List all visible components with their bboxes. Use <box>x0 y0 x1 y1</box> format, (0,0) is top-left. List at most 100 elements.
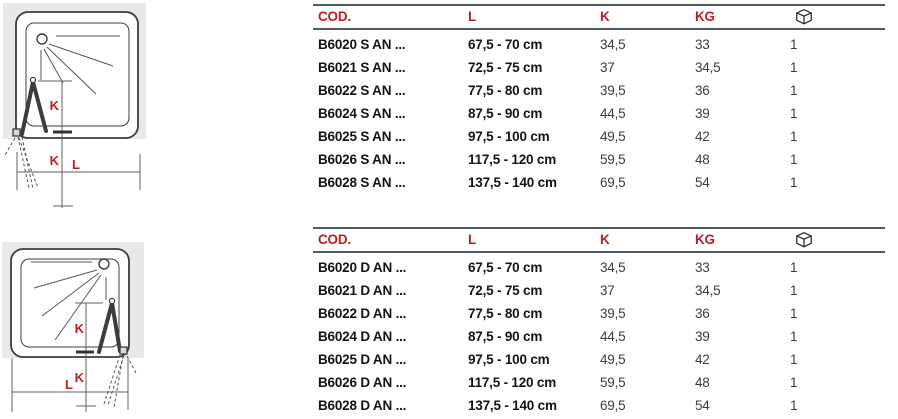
package-icon <box>796 232 812 248</box>
cell-l: 67,5 - 70 cm <box>468 37 543 52</box>
cell-cod: B6026 D AN ... <box>318 375 407 390</box>
table-row: B6020 S AN ... 67,5 - 70 cm 34,5 33 1 <box>313 33 885 56</box>
cell-qty: 1 <box>790 329 798 344</box>
cell-k: 37 <box>600 283 615 298</box>
cell-kg: 42 <box>695 352 710 367</box>
cell-l: 137,5 - 140 cm <box>468 398 557 413</box>
cell-l: 117,5 - 120 cm <box>468 152 557 167</box>
cell-cod: B6022 D AN ... <box>318 306 407 321</box>
cell-qty: 1 <box>790 60 798 75</box>
cell-kg: 48 <box>695 375 710 390</box>
cell-k: 49,5 <box>600 129 626 144</box>
cell-qty: 1 <box>790 83 798 98</box>
cell-k: 39,5 <box>600 306 626 321</box>
header-cod: COD. <box>318 232 351 247</box>
dimension-label-k-upper: K <box>50 98 60 113</box>
cell-kg: 36 <box>695 83 710 98</box>
table-row: B6022 S AN ... 77,5 - 80 cm 39,5 36 1 <box>313 79 885 102</box>
cell-cod: B6028 S AN ... <box>318 175 406 190</box>
table-row: B6022 D AN ... 77,5 - 80 cm 39,5 36 1 <box>313 302 885 325</box>
cell-qty: 1 <box>790 175 798 190</box>
folding-door <box>12 76 48 137</box>
shower-tray-diagram-left-door: K K L <box>3 3 146 208</box>
door-swing-dashed <box>103 354 137 408</box>
drain-icon <box>36 33 48 45</box>
cell-kg: 39 <box>695 106 710 121</box>
shower-tray-diagram-right-door: K K L <box>2 242 144 412</box>
tray-inner-outline <box>25 22 130 127</box>
cell-kg: 39 <box>695 329 710 344</box>
cell-kg: 54 <box>695 398 710 413</box>
header-package <box>785 7 885 27</box>
dimension-label-k-lower: K <box>75 370 85 385</box>
table-row: B6021 D AN ... 72,5 - 75 cm 37 34,5 1 <box>313 279 885 302</box>
cell-qty: 1 <box>790 106 798 121</box>
table-row: B6026 S AN ... 117,5 - 120 cm 59,5 48 1 <box>313 148 885 171</box>
cell-kg: 54 <box>695 175 710 190</box>
cell-k: 59,5 <box>600 375 626 390</box>
cell-cod: B6022 S AN ... <box>318 83 406 98</box>
cell-kg: 33 <box>695 37 710 52</box>
spec-table-d-version: COD. L K KG B6020 D AN ... 67,5 - 70 cm … <box>313 227 885 417</box>
cell-k: 69,5 <box>600 398 626 413</box>
cell-cod: B6021 D AN ... <box>318 283 407 298</box>
cell-kg: 36 <box>695 306 710 321</box>
table-row: B6024 D AN ... 87,5 - 90 cm 44,5 39 1 <box>313 325 885 348</box>
cell-k: 37 <box>600 60 615 75</box>
cell-kg: 33 <box>695 260 710 275</box>
cell-kg: 42 <box>695 129 710 144</box>
cell-l: 137,5 - 140 cm <box>468 175 557 190</box>
cell-qty: 1 <box>790 152 798 167</box>
cell-cod: B6021 S AN ... <box>318 60 406 75</box>
cell-l: 77,5 - 80 cm <box>468 306 543 321</box>
cell-cod: B6025 D AN ... <box>318 352 407 367</box>
cell-l: 117,5 - 120 cm <box>468 375 557 390</box>
header-package <box>785 230 885 250</box>
header-k: K <box>600 9 610 24</box>
cell-qty: 1 <box>790 37 798 52</box>
cell-qty: 1 <box>790 375 798 390</box>
header-kg: KG <box>695 232 715 247</box>
package-icon <box>796 9 812 25</box>
drain-icon <box>98 258 110 270</box>
spray-lines <box>40 35 120 95</box>
table-row: B6025 D AN ... 97,5 - 100 cm 49,5 42 1 <box>313 348 885 371</box>
cell-k: 59,5 <box>600 152 626 167</box>
cell-l: 87,5 - 90 cm <box>468 106 543 121</box>
door-knob <box>29 76 37 84</box>
cell-k: 44,5 <box>600 329 626 344</box>
table-row: B6020 D AN ... 67,5 - 70 cm 34,5 33 1 <box>313 256 885 279</box>
cell-qty: 1 <box>790 306 798 321</box>
cell-kg: 48 <box>695 152 710 167</box>
spray-lines <box>31 261 107 341</box>
door-hinge <box>119 346 128 355</box>
cell-k: 39,5 <box>600 83 626 98</box>
dimension-label-l: L <box>65 377 73 392</box>
header-cod: COD. <box>318 9 351 24</box>
cell-k: 69,5 <box>600 175 626 190</box>
table-row: B6021 S AN ... 72,5 - 75 cm 37 34,5 1 <box>313 56 885 79</box>
door-swing-dashed <box>4 136 39 190</box>
cell-k: 44,5 <box>600 106 626 121</box>
cell-qty: 1 <box>790 260 798 275</box>
dimension-label-k-lower: K <box>50 153 60 168</box>
table-header-row: COD. L K KG <box>313 229 885 253</box>
table-row: B6026 D AN ... 117,5 - 120 cm 59,5 48 1 <box>313 371 885 394</box>
header-l: L <box>468 9 477 24</box>
cell-qty: 1 <box>790 129 798 144</box>
table-row: B6028 S AN ... 137,5 - 140 cm 69,5 54 1 <box>313 171 885 194</box>
cell-k: 34,5 <box>600 37 626 52</box>
header-kg: KG <box>695 9 715 24</box>
table-header-row: COD. L K KG <box>313 6 885 30</box>
cell-cod: B6024 D AN ... <box>318 329 407 344</box>
folding-door <box>97 297 128 355</box>
door-knob <box>108 297 116 305</box>
cell-cod: B6025 S AN ... <box>318 129 406 144</box>
cell-cod: B6020 S AN ... <box>318 37 406 52</box>
table-row: B6028 D AN ... 137,5 - 140 cm 69,5 54 1 <box>313 394 885 417</box>
dimension-label-k-upper: K <box>75 321 85 336</box>
cell-qty: 1 <box>790 283 798 298</box>
cell-cod: B6024 S AN ... <box>318 106 406 121</box>
cell-qty: 1 <box>790 352 798 367</box>
cell-l: 72,5 - 75 cm <box>468 283 543 298</box>
